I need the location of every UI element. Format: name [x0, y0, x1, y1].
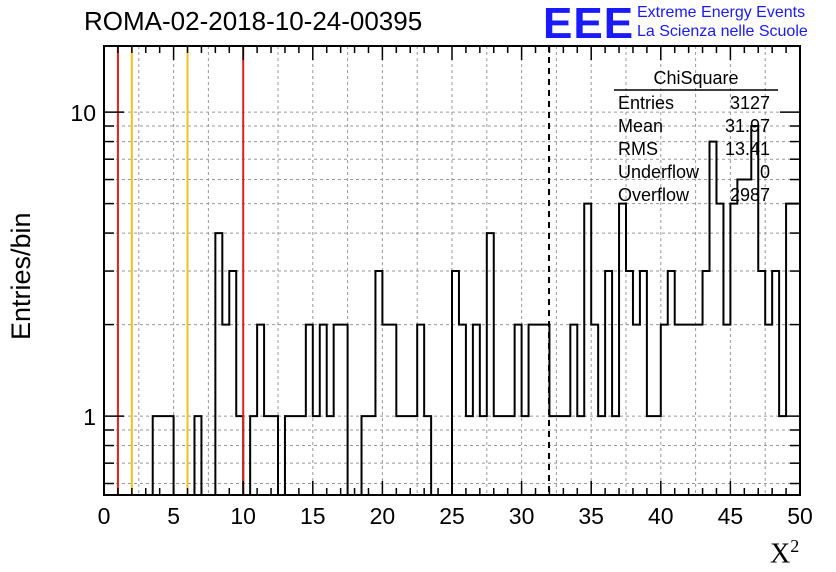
stats-value-overflow: 2987 — [729, 185, 770, 205]
histogram-bin — [765, 325, 772, 495]
stats-label-underflow: Underflow — [618, 162, 700, 182]
histogram-bin — [751, 126, 758, 495]
histogram-bin — [257, 325, 264, 495]
x-tick-label: 40 — [648, 503, 674, 529]
histogram-bin — [619, 204, 626, 495]
histogram-bin — [772, 271, 779, 495]
histogram-bin — [375, 271, 382, 495]
x-tick-label: 25 — [439, 503, 465, 529]
histogram-bin — [591, 325, 598, 495]
histogram-bin — [417, 325, 424, 495]
x-tick-label: 45 — [718, 503, 744, 529]
histogram-bin — [222, 325, 229, 495]
histogram-bin — [389, 325, 396, 495]
stats-value-entries: 3127 — [729, 93, 770, 113]
histogram-bin — [229, 271, 236, 495]
axis-ticks — [103, 46, 801, 495]
histogram-bin — [341, 325, 348, 495]
x-tick-label: 15 — [300, 503, 326, 529]
histogram-bin — [716, 204, 723, 495]
histogram-bin — [473, 325, 480, 495]
axis-tick-labels: 0 5 10 15 20 25 30 35 40 45 50 1 10 — [70, 100, 812, 529]
histogram-bin — [661, 325, 668, 495]
histogram-bin — [626, 271, 633, 495]
x-tick-label: 0 — [98, 503, 111, 529]
histogram-bin — [786, 204, 793, 495]
histogram-bin — [529, 325, 536, 495]
histogram-bin — [689, 325, 696, 495]
histogram-bin — [703, 271, 710, 495]
x-axis-label: X2 — [770, 536, 799, 570]
histogram-bin — [536, 325, 543, 495]
stats-value-underflow: 0 — [759, 162, 770, 182]
logo-line-2: La Scienza nelle Scuole — [637, 23, 808, 40]
y-tick-label: 10 — [70, 100, 96, 126]
histogram-bin — [640, 271, 647, 495]
x-tick-label: 10 — [230, 503, 256, 529]
chart-title: ROMA-02-2018-10-24-00395 — [84, 6, 423, 36]
x-tick-label: 5 — [167, 503, 180, 529]
histogram-bin — [382, 325, 389, 495]
histogram-bin — [605, 271, 612, 495]
stats-value-rms: 13.41 — [724, 139, 770, 159]
histogram-step-line — [104, 125, 800, 496]
histogram-bin — [710, 142, 717, 495]
reference-lines — [116, 46, 551, 495]
histogram-bin — [668, 271, 675, 495]
eee-logo: EEE — [543, 0, 635, 48]
y-axis-label: Entries/bin — [6, 212, 36, 340]
histogram-bin — [744, 180, 751, 495]
histogram-bin — [215, 233, 222, 495]
x-axis-label-base: X — [770, 538, 791, 570]
histogram-bin — [696, 325, 703, 495]
x-tick-label: 20 — [370, 503, 396, 529]
histogram-bin — [320, 325, 327, 495]
x-tick-label: 30 — [509, 503, 535, 529]
histogram-bin — [334, 325, 341, 495]
y-tick-label: 1 — [83, 404, 96, 430]
histogram-bin — [584, 204, 591, 495]
histogram-bin — [459, 325, 466, 495]
histogram-bin — [452, 271, 459, 495]
stats-value-mean: 31.97 — [724, 116, 770, 136]
histogram-bin — [515, 325, 522, 495]
x-axis-label-superscript: 2 — [790, 536, 800, 556]
histogram-bin — [570, 325, 577, 495]
histogram-outline — [104, 125, 800, 496]
stats-label-mean: Mean — [618, 116, 664, 136]
x-tick-label: 35 — [578, 503, 604, 529]
stats-label-overflow: Overflow — [618, 185, 690, 205]
histogram-bin — [730, 204, 737, 495]
histogram-bin — [723, 325, 730, 495]
histogram-bin — [758, 271, 765, 495]
histogram-bin — [306, 325, 313, 495]
histogram-bin — [675, 325, 682, 495]
x-tick-label: 50 — [787, 503, 813, 529]
histogram-bin — [633, 325, 640, 495]
histogram-bin — [487, 233, 494, 495]
histogram-bin — [737, 180, 744, 495]
histogram-bin — [682, 325, 689, 495]
stats-title: ChiSquare — [653, 68, 739, 88]
logo-line-1: Extreme Energy Events — [637, 4, 806, 21]
stats-label-entries: Entries — [618, 93, 675, 113]
stats-label-rms: RMS — [618, 139, 658, 159]
histogram-bin — [793, 204, 800, 495]
